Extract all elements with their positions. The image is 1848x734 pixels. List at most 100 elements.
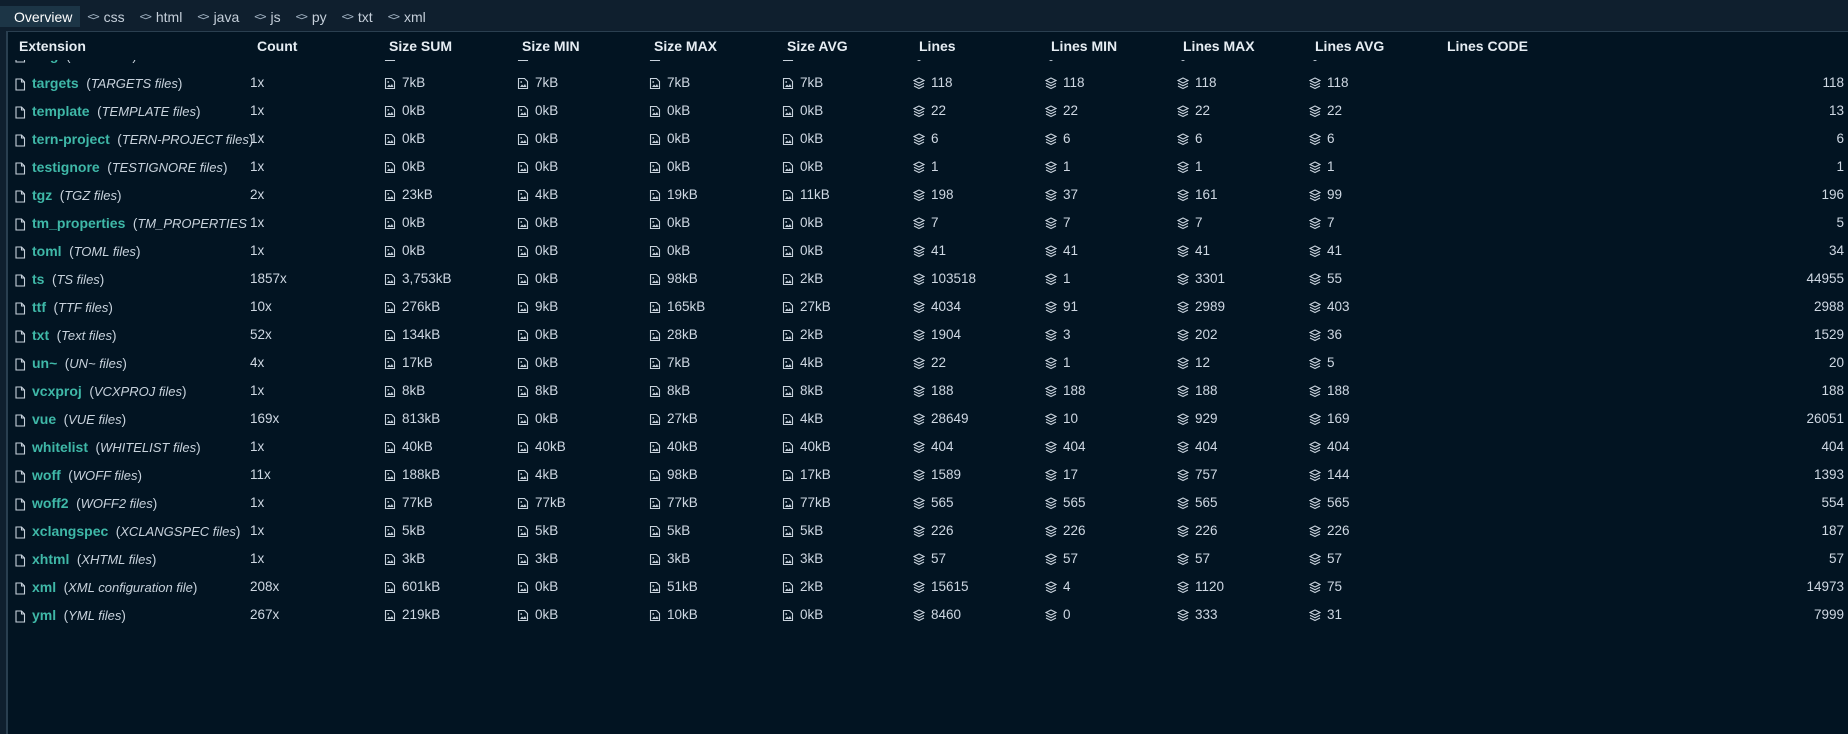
- cell-value: 404: [931, 439, 954, 454]
- tab-overview[interactable]: Overview: [0, 6, 81, 27]
- tab-label: html: [155, 8, 183, 25]
- image-file-icon: [384, 357, 396, 369]
- tab-html[interactable]: <> html: [133, 6, 191, 27]
- image-file-icon: [384, 161, 396, 173]
- cell-value: 0kB: [800, 607, 824, 622]
- image-file-icon: [782, 609, 794, 621]
- table-row[interactable]: vue (VUE files) 169x 813kB 0kB 27kB 4kB 28649 1…: [8, 404, 1848, 432]
- cell-size-max: 3kB: [649, 551, 690, 566]
- cell-lines-min: 7: [1045, 215, 1071, 230]
- cell-lines-min: 37: [1045, 187, 1078, 202]
- layers-icon: [1177, 525, 1189, 538]
- table-row[interactable]: ttf (TTF files) 10x 276kB 9kB 165kB 27kB 4034 9…: [8, 292, 1848, 320]
- cell-lines-avg: 1: [1309, 159, 1335, 174]
- image-file-icon: [782, 273, 794, 285]
- cell-value: 565: [931, 495, 954, 510]
- tab-py[interactable]: <> py: [289, 6, 335, 27]
- table-row[interactable]: toml (TOML files) 1x 0kB 0kB 0kB 0kB 41 41 41 41 3…: [8, 236, 1848, 264]
- table-row[interactable]: woff2 (WOFF2 files) 1x 77kB 77kB 77kB 77kB 565…: [8, 488, 1848, 516]
- cell-value: 4kB: [800, 411, 824, 426]
- layers-icon: [1309, 217, 1321, 230]
- column-header-lines-max[interactable]: Lines MAX: [1183, 38, 1255, 54]
- cell-value: 3kB: [402, 551, 426, 566]
- column-header-lines-code[interactable]: Lines CODE: [1447, 38, 1528, 54]
- table-row[interactable]: xhtml (XHTML files) 1x 3kB 3kB 3kB 3kB 57 57 57 5…: [8, 544, 1848, 572]
- cell-count: 1857x: [250, 271, 287, 286]
- table-row[interactable]: xclangspec (XCLANGSPEC files) 1x 5kB 5kB 5kB…: [8, 516, 1848, 544]
- cell-value: 8460: [931, 607, 962, 622]
- cell-value: 1x: [250, 495, 265, 510]
- tab-java[interactable]: <> java: [190, 6, 247, 27]
- cell-value: 118: [1327, 75, 1349, 90]
- table-row[interactable]: xml (XML configuration file) 208x 601kB 0kB…: [8, 572, 1848, 600]
- table-row[interactable]: testignore (TESTIGNORE files) 1x 0kB 0kB 0kB…: [8, 152, 1848, 180]
- extension-name: testignore: [32, 159, 100, 175]
- tab-xml[interactable]: <> xml: [381, 6, 434, 27]
- cell-value: 4: [1063, 579, 1071, 594]
- table-row[interactable]: txt (Text files) 52x 134kB 0kB 28kB 2kB 1904 3 2…: [8, 320, 1848, 348]
- table-row[interactable]: template (TEMPLATE files) 1x 0kB 0kB 0kB 0kB 2…: [8, 96, 1848, 124]
- cell-lines-code: 34: [1829, 243, 1844, 258]
- tab-txt[interactable]: <> txt: [335, 6, 381, 27]
- layers-icon: [1177, 413, 1189, 426]
- image-file-icon: [782, 441, 794, 453]
- cell-value: 0kB: [800, 243, 824, 258]
- file-icon: [15, 78, 26, 91]
- table-row[interactable]: tern-project (TERN-PROJECT files) 1x 0kB 0k…: [8, 124, 1848, 152]
- cell-value: 17: [1063, 467, 1079, 482]
- cell-size-min: 5kB: [517, 523, 558, 538]
- cell-value: 11x: [250, 467, 271, 482]
- layers-icon: [1177, 609, 1189, 622]
- cell-value: 1x: [250, 159, 265, 174]
- extension-description: VCXPROJ files: [93, 384, 182, 399]
- image-file-icon: [649, 553, 661, 565]
- table-row[interactable]: ts (TS files) 1857x 3,753kB 0kB 98kB 2kB 10351…: [8, 264, 1848, 292]
- tab-css[interactable]: <> css: [80, 6, 132, 27]
- cell-value: 0kB: [402, 243, 426, 258]
- layers-icon: [1045, 245, 1057, 258]
- column-header-size-max[interactable]: Size MAX: [654, 38, 718, 54]
- column-header-lines[interactable]: Lines: [919, 38, 956, 54]
- cell-lines-code: 26051: [1806, 411, 1844, 426]
- layers-icon: [1309, 105, 1321, 118]
- column-header-lines-avg[interactable]: Lines AVG: [1315, 38, 1385, 54]
- cell-value: 37: [1063, 187, 1079, 202]
- table-row[interactable]: tm_properties (TM_PROPERTIES 1x 0kB 0kB 0kB 0…: [8, 208, 1848, 236]
- layers-icon: [913, 217, 925, 230]
- code-icon: <>: [87, 10, 99, 23]
- extensions-table: Extension Count Size SUM Size MIN Size MAX Si…: [6, 31, 1848, 734]
- paren-open: (: [125, 216, 138, 231]
- table-row[interactable]: yml (YML files) 267x 219kB 0kB 10kB 0kB 8460 0 3…: [8, 600, 1848, 628]
- column-header-size-min[interactable]: Size MIN: [522, 38, 580, 54]
- image-file-icon: [649, 469, 661, 481]
- column-header-lines-min[interactable]: Lines MIN: [1051, 38, 1118, 54]
- cell-value: 0kB: [402, 131, 426, 146]
- table-row[interactable]: tgz (TGZ files) 2x 23kB 4kB 19kB 11kB 198 37 161…: [8, 180, 1848, 208]
- table-row[interactable]: whitelist (WHITELIST files) 1x 40kB 40kB 40k…: [8, 432, 1848, 460]
- table-row[interactable]: woff (WOFF files) 11x 188kB 4kB 98kB 17kB 1589…: [8, 460, 1848, 488]
- file-icon: [15, 302, 26, 315]
- column-header-extension[interactable]: Extension: [19, 38, 86, 54]
- file-icon: [15, 526, 26, 539]
- image-file-icon: [782, 105, 794, 117]
- extension-description: VUE files: [68, 412, 122, 427]
- table-row[interactable]: targets (TARGETS files) 1x 7kB 7kB 7kB 7kB 118…: [8, 68, 1848, 96]
- cell-lines-avg: 226: [1309, 523, 1350, 538]
- code-icon: <>: [197, 10, 209, 23]
- cell-size-min: 0kB: [517, 159, 558, 174]
- cell-value: 1x: [250, 75, 265, 90]
- table-row[interactable]: vcxproj (VCXPROJ files) 1x 8kB 8kB 8kB 8kB 188…: [8, 376, 1848, 404]
- column-header-size-sum[interactable]: Size SUM: [389, 38, 453, 54]
- image-file-icon: [517, 525, 529, 537]
- image-file-icon: [649, 189, 661, 201]
- cell-lines-min: 6: [1045, 131, 1071, 146]
- cell-value: 1x: [250, 215, 265, 230]
- column-header-count[interactable]: Count: [257, 38, 298, 54]
- column-header-size-avg[interactable]: Size AVG: [787, 38, 848, 54]
- layers-icon: [1045, 161, 1057, 174]
- tab-js[interactable]: <> js: [247, 6, 288, 27]
- cell-size-max: 0kB: [649, 131, 690, 146]
- cell-value: 0kB: [402, 215, 426, 230]
- table-row[interactable]: un~ (UN~ files) 4x 17kB 0kB 7kB 4kB 22 1 12 5 20: [8, 348, 1848, 376]
- cell-lines-min: 91: [1045, 299, 1078, 314]
